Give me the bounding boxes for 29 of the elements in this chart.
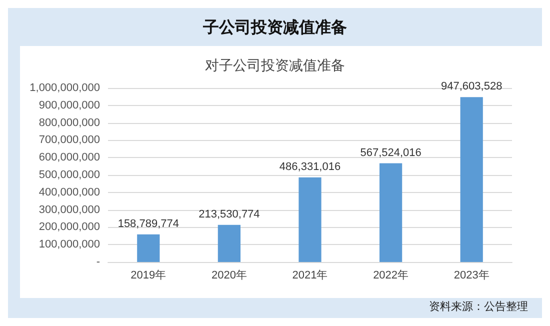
y-tick-label: 1,000,000,000: [30, 82, 100, 94]
data-label: 486,331,016: [279, 160, 341, 173]
data-label: 947,603,528: [441, 80, 502, 93]
x-tick-label: 2022年: [373, 270, 409, 282]
y-tick-label: 600,000,000: [38, 152, 100, 164]
y-tick-label: 800,000,000: [38, 116, 100, 129]
text: 资料来源：公告整理: [429, 300, 528, 313]
bar: [460, 97, 483, 262]
y-tick-label: 700,000,000: [38, 134, 100, 146]
chart-title: 子公司投资减值准备: [202, 18, 347, 36]
x-tick-label: 2020年: [211, 270, 247, 282]
x-tick-label: 2021年: [292, 270, 328, 282]
data-label: 213,530,774: [198, 208, 260, 220]
bar: [218, 224, 241, 262]
y-tick-label: 900,000,000: [38, 99, 100, 112]
y-tick-label: 500,000,000: [38, 169, 100, 181]
data-label: 567,524,016: [360, 146, 422, 159]
chart-subtitle: 对子公司投资减值准备: [205, 58, 345, 74]
bar: [137, 234, 160, 262]
y-tick-label: 400,000,000: [38, 186, 100, 198]
y-tick-label: 300,000,000: [38, 204, 100, 216]
y-tick-label: 100,000,000: [38, 238, 100, 251]
data-label: 158,789,774: [118, 218, 179, 230]
x-tick-label: 2023年: [454, 270, 490, 282]
y-tick-label: 200,000,000: [38, 221, 100, 234]
bar: [379, 163, 402, 262]
bar: [298, 177, 322, 262]
x-tick-label: 2019年: [130, 270, 166, 282]
y-tick-label: -: [96, 256, 100, 268]
